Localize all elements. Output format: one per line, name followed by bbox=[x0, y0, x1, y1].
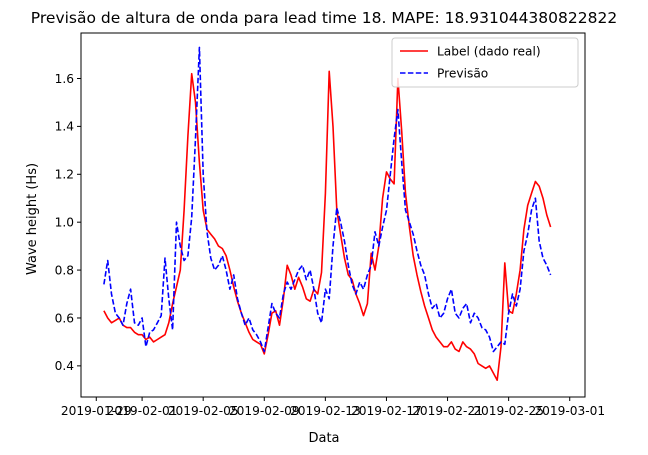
x-tick-label: 2019-02-25 bbox=[473, 404, 544, 418]
y-axis-label: Wave height (Hs) bbox=[25, 163, 40, 275]
x-tick-label: 2019-02-21 bbox=[412, 404, 483, 418]
x-tick-label: 2019-03-01 bbox=[534, 404, 605, 418]
y-tick-label: 1.4 bbox=[55, 120, 75, 134]
x-tick-label: 2019-02-01 bbox=[107, 404, 178, 418]
x-tick-label: 2019-02-09 bbox=[229, 404, 300, 418]
y-axis-ticks: 0.4 0.6 0.8 1.0 1.2 1.4 1.6 bbox=[55, 72, 81, 373]
legend-box bbox=[391, 37, 579, 88]
legend-label-2: Previsão bbox=[437, 67, 488, 81]
x-axis-label: Data bbox=[308, 431, 339, 446]
legend-label-1: Label (dado real) bbox=[437, 45, 541, 59]
y-tick-label: 1.0 bbox=[55, 215, 74, 229]
plot-area bbox=[103, 46, 552, 381]
chart-title: Previsão de altura de onda para lead tim… bbox=[31, 9, 617, 27]
x-tick-label: 2019-01-29 bbox=[61, 404, 132, 418]
y-tick-label: 1.6 bbox=[55, 72, 74, 86]
x-tick-label: 2019-02-13 bbox=[290, 404, 361, 418]
x-tick-label: 2019-02-05 bbox=[168, 404, 239, 418]
y-tick-label: 1.2 bbox=[55, 168, 74, 182]
x-tick-label: 2019-02-17 bbox=[351, 404, 422, 418]
y-tick-label: 0.6 bbox=[55, 311, 74, 325]
y-tick-label: 0.8 bbox=[55, 263, 74, 277]
legend: Label (dado real) Previsão bbox=[391, 37, 579, 88]
axes-frame bbox=[80, 32, 586, 398]
series-line-1 bbox=[103, 70, 552, 381]
x-axis-ticks: 2019-01-292019-02-012019-02-052019-02-09… bbox=[61, 397, 605, 418]
series-line-2 bbox=[103, 46, 552, 353]
axes bbox=[80, 32, 586, 398]
y-tick-label: 0.4 bbox=[55, 359, 75, 373]
